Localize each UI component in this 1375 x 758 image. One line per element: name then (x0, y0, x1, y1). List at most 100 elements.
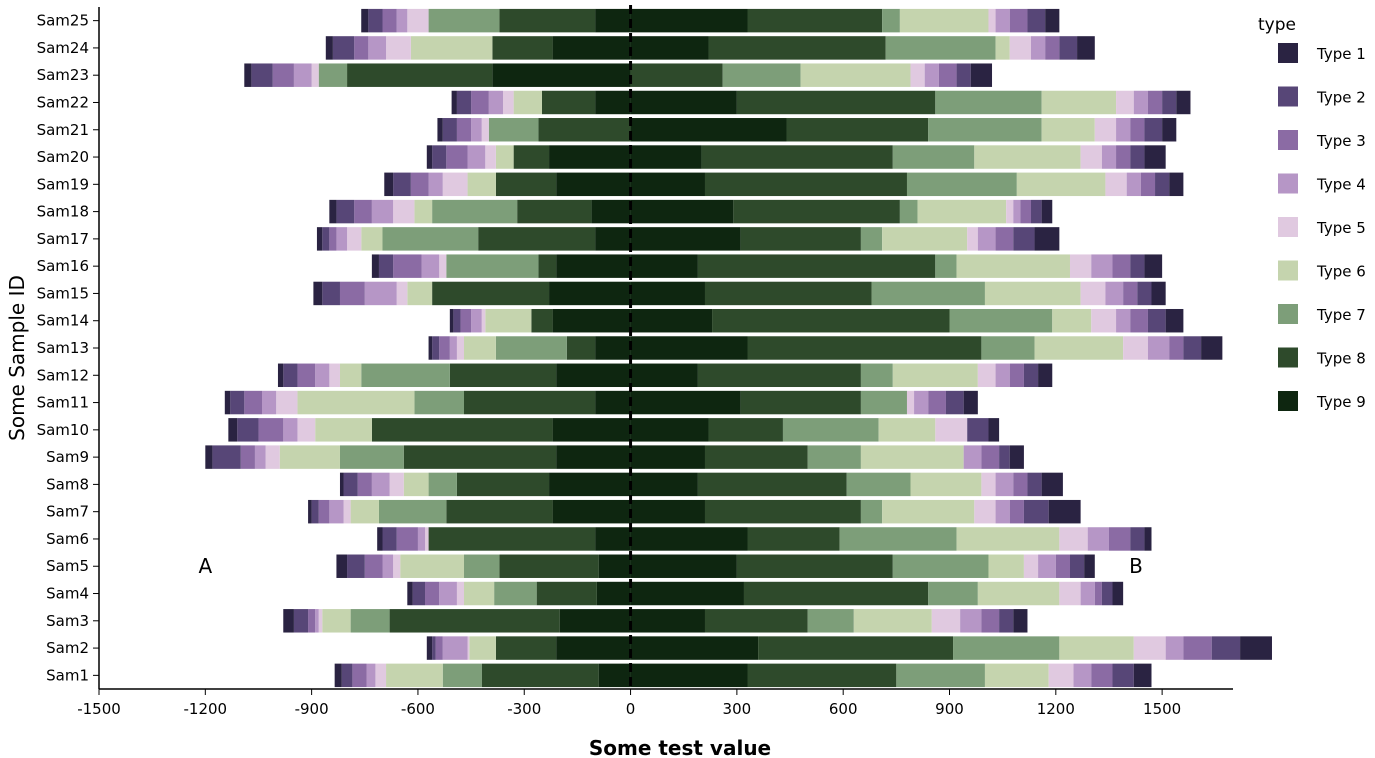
bar-segment-sam24-neg-type2 (332, 36, 355, 60)
bar-segment-sam16-pos-type4 (1091, 254, 1113, 278)
y-tick-label-sam17: Sam17 (37, 230, 89, 248)
bar-segment-sam8-neg-type7 (428, 472, 457, 497)
bar-segment-sam9-pos-type4 (963, 445, 982, 469)
bar-segment-sam10-neg-type8 (371, 418, 553, 442)
bar-segment-sam8-pos-type4 (995, 472, 1014, 497)
bar-segment-sam19-pos-type2 (1155, 172, 1170, 197)
bar-segment-sam19-pos-type7 (906, 172, 1017, 197)
bar-segment-sam11-neg-type9 (595, 390, 631, 415)
bar-segment-sam17-pos-type6 (882, 227, 968, 251)
bar-segment-sam23-neg-type8 (347, 63, 493, 87)
bar-segment-sam18-pos-type3 (1020, 199, 1032, 224)
legend-swatch-type5 (1278, 217, 1298, 237)
bar-segment-sam2-neg-type6 (469, 636, 496, 660)
bar-segment-sam6-pos-type9 (630, 527, 748, 551)
bar-segment-sam25-neg-type7 (428, 8, 500, 33)
bar-segment-sam3-pos-type1 (1013, 609, 1028, 633)
y-tick-label-sam21: Sam21 (37, 121, 89, 139)
legend-label-type7: Type 7 (1316, 306, 1366, 324)
bar-segment-sam17-neg-type2 (322, 227, 330, 251)
bar-segment-sam25-pos-type6 (899, 8, 989, 33)
bar-segment-sam12-pos-type3 (1009, 363, 1024, 388)
bar-segment-sam19-pos-type8 (704, 172, 907, 197)
bar-segment-sam25-pos-type3 (1009, 8, 1028, 33)
bar-segment-sam17-pos-type3 (995, 227, 1014, 251)
legend-swatch-type4 (1278, 173, 1298, 194)
legend-title: type (1258, 15, 1296, 35)
bar-segment-sam23-neg-type1 (244, 63, 252, 87)
y-tick-label-sam12: Sam12 (37, 366, 89, 384)
bar-segment-sam3-neg-type6 (322, 609, 351, 633)
bar-segment-sam22-neg-type4 (488, 90, 503, 115)
bar-segment-sam24-neg-type9 (552, 36, 631, 60)
y-tick-label-sam19: Sam19 (37, 175, 89, 193)
bar-segment-sam21-neg-type2 (442, 118, 457, 142)
bar-segment-sam23-pos-type1 (970, 63, 993, 87)
bar-segment-sam3-pos-type8 (704, 609, 808, 633)
bar-segment-sam24-pos-type3 (1045, 36, 1060, 60)
bar-segment-sam18-pos-type7 (899, 199, 918, 224)
bar-segment-sam10-neg-type9 (552, 418, 631, 442)
bar-segment-sam6-pos-type5 (1059, 527, 1088, 551)
x-tick-label: 900 (935, 700, 964, 718)
y-tick-label-sam14: Sam14 (37, 312, 89, 330)
bar-segment-sam10-pos-type7 (782, 418, 879, 442)
bar-segment-sam4-neg-type2 (412, 581, 426, 606)
bar-segment-sam12-pos-type9 (630, 363, 698, 388)
legend-label-type8: Type 8 (1316, 350, 1366, 368)
bar-segment-sam5-neg-type5 (393, 554, 401, 578)
bar-segment-sam2-neg-type2 (432, 636, 436, 660)
bar-segment-sam8-pos-type9 (630, 472, 698, 497)
bar-segment-sam23-pos-type3 (938, 63, 957, 87)
bar-segment-sam8-neg-type1 (339, 472, 344, 497)
bar-segment-sam25-neg-type3 (382, 8, 397, 33)
bar-segment-sam25-pos-type7 (882, 8, 900, 33)
bar-segment-sam18-neg-type6 (414, 199, 433, 224)
bar-segment-sam16-pos-type6 (956, 254, 1070, 278)
bar-segment-sam3-pos-type3 (981, 609, 1000, 633)
bar-segment-sam16-neg-type9 (556, 254, 631, 278)
x-tick-label: 600 (829, 700, 858, 718)
bar-segment-sam23-neg-type3 (272, 63, 294, 87)
bar-segment-sam16-pos-type7 (935, 254, 957, 278)
x-axis-title: Some test value (589, 736, 771, 758)
bar-segment-sam18-pos-type8 (733, 199, 900, 224)
bar-segment-sam19-neg-type2 (393, 172, 411, 197)
y-tick-label-sam22: Sam22 (37, 93, 89, 111)
bar-segment-sam14-neg-type6 (485, 308, 532, 333)
bar-segment-sam14-pos-type6 (1052, 308, 1092, 333)
bar-segment-sam19-neg-type1 (384, 172, 394, 197)
bar-segment-sam22-neg-type2 (456, 90, 472, 115)
bar-segment-sam1-neg-type6 (386, 663, 443, 688)
bar-segment-sam9-neg-type8 (403, 445, 557, 469)
annotation-a: A (198, 554, 212, 578)
bar-segment-sam15-pos-type2 (1137, 281, 1152, 306)
bar-segment-sam11-pos-type9 (630, 390, 741, 415)
bar-segment-sam4-neg-type4 (439, 581, 457, 606)
bar-segment-sam16-neg-type5 (439, 254, 447, 278)
bar-segment-sam13-neg-type3 (439, 336, 450, 360)
bar-segment-sam25-neg-type8 (499, 8, 596, 33)
bar-segment-sam1-neg-type5 (375, 663, 387, 688)
bar-segment-sam20-neg-type1 (426, 145, 433, 169)
bar-segment-sam7-neg-type3 (318, 499, 330, 524)
bar-segment-sam5-pos-type7 (892, 554, 989, 578)
bar-segment-sam9-neg-type9 (556, 445, 631, 469)
bar-segment-sam21-neg-type1 (437, 118, 443, 142)
bar-segment-sam4-pos-type2 (1101, 581, 1113, 606)
bar-segment-sam9-neg-type5 (265, 445, 280, 469)
bar-segment-sam11-pos-type2 (945, 390, 964, 415)
bar-segment-sam6-neg-type1 (377, 527, 383, 551)
legend-swatch-type2 (1278, 86, 1298, 107)
y-tick-label-sam6: Sam6 (46, 530, 89, 548)
bar-segment-sam5-neg-type2 (347, 554, 365, 578)
bar-segment-sam21-pos-type3 (1130, 118, 1145, 142)
bar-segment-sam5-pos-type4 (1038, 554, 1056, 578)
y-tick-label-sam25: Sam25 (37, 12, 89, 30)
bar-segment-sam8-pos-type8 (697, 472, 847, 497)
bar-segment-sam15-pos-type7 (871, 281, 985, 306)
bar-segment-sam21-neg-type7 (488, 118, 539, 142)
bar-segment-sam5-pos-type5 (1023, 554, 1039, 578)
bar-segment-sam17-neg-type4 (336, 227, 348, 251)
y-tick-label-sam11: Sam11 (37, 394, 89, 412)
